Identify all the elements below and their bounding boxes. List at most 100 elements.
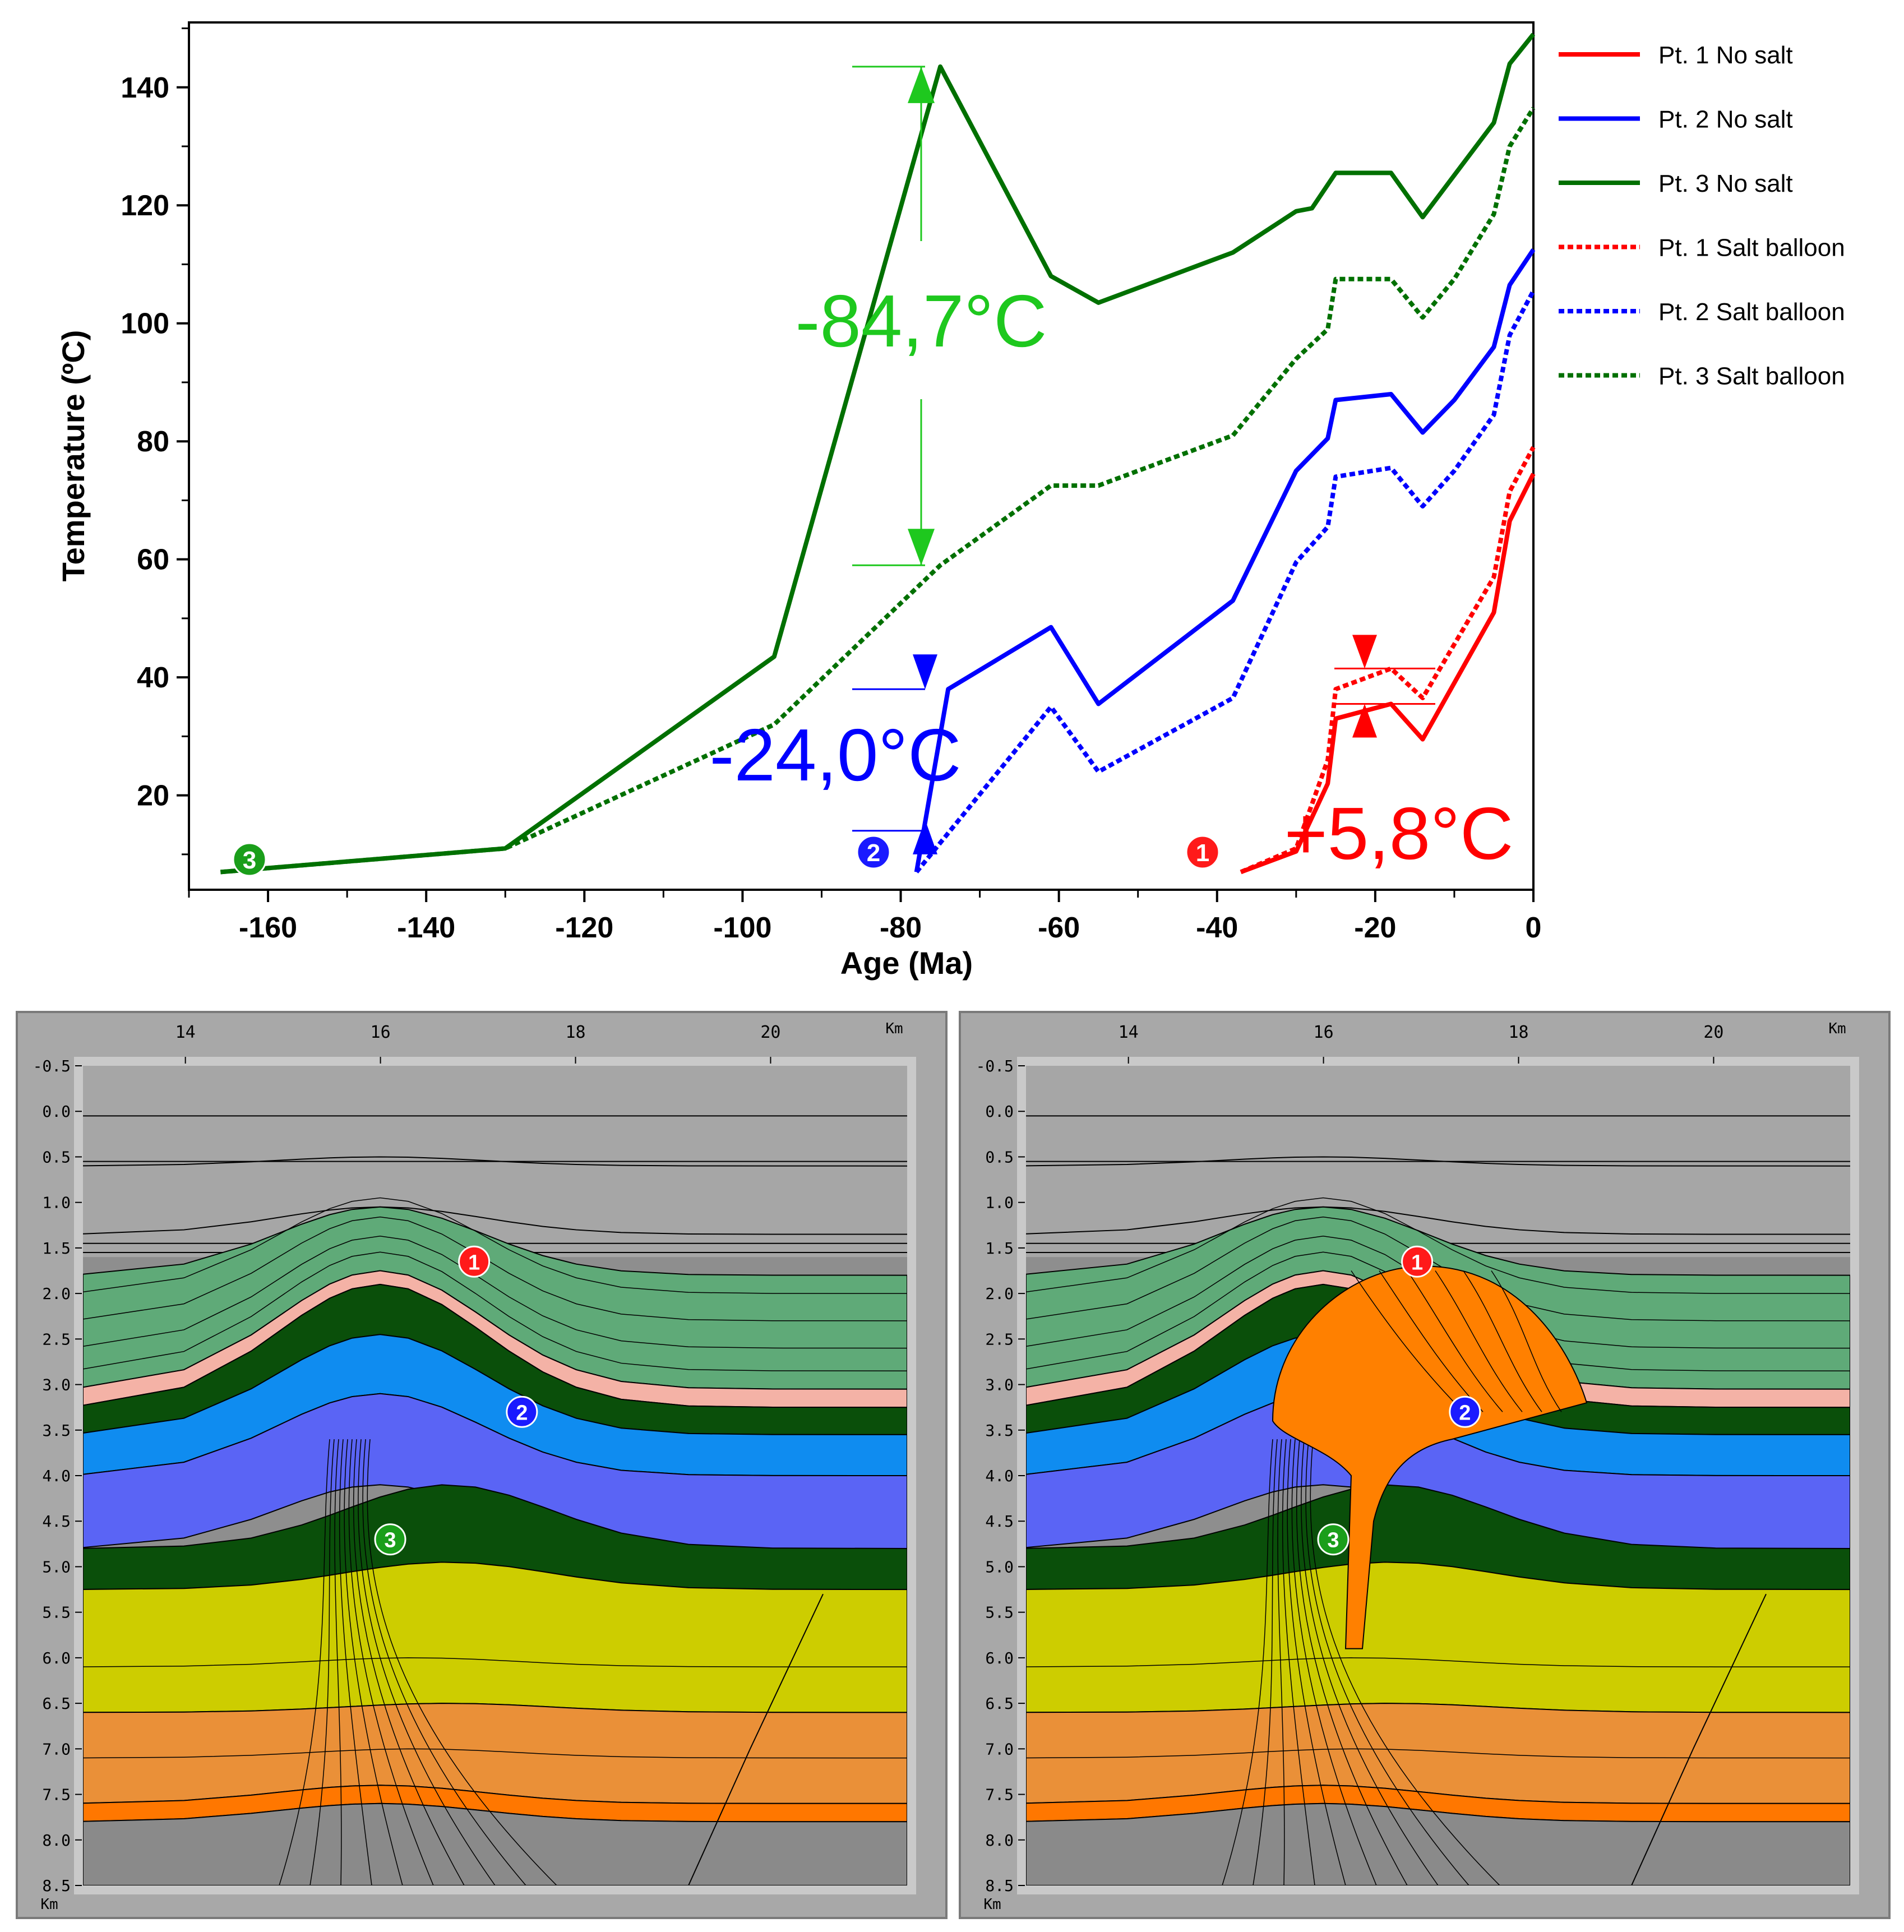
contour-line (1026, 1216, 1850, 1321)
x-tick-label: -120 (555, 912, 613, 944)
y-tick-label: 2.5 (985, 1330, 1014, 1348)
y-tick-label: 4.0 (985, 1467, 1014, 1485)
y-tick-label: 6.5 (42, 1694, 71, 1713)
fault-trace (1301, 1439, 1439, 1885)
point-marker-label: 1 (1411, 1251, 1423, 1274)
arrow-up-icon (908, 66, 935, 103)
x-tick-label: 14 (1119, 1023, 1139, 1042)
panel-border (16, 1011, 948, 1919)
y-tick-label: 80 (137, 426, 169, 458)
y-tick-label: 7.0 (42, 1740, 71, 1758)
y-tick-label: 5.0 (42, 1557, 71, 1576)
fault-trace (1277, 1439, 1285, 1885)
point-marker-label: 2 (1459, 1401, 1471, 1425)
fault-trace (1631, 1593, 1767, 1885)
layer-basement (83, 1802, 907, 1885)
arrow-up-icon (1352, 704, 1377, 738)
y-tick-label: 40 (137, 662, 169, 694)
fault-trace (367, 1439, 557, 1885)
y-tick-label: -0.5 (976, 1057, 1014, 1075)
y-tick-label: 5.5 (42, 1603, 71, 1622)
arrow-down-icon (908, 529, 935, 566)
x-tick-label: -80 (880, 912, 922, 944)
layer-orange-light (1026, 1703, 1850, 1804)
point-marker-2: 2 (506, 1395, 538, 1428)
x-tick-label: 16 (371, 1023, 391, 1042)
contour-line (1026, 1657, 1850, 1667)
y-tick-label: 5.0 (985, 1557, 1014, 1576)
panel-border (959, 1011, 1891, 1919)
fault-trace (1222, 1439, 1273, 1885)
cross-section-salt-balloon: 14 16 18 20 Km -0.5 0.0 0.5 1.0 1.5 2.0 2.5 3.0 3.5 4.… (959, 1011, 1891, 1919)
series-line-2 (914, 248, 1536, 873)
fault-trace (1305, 1439, 1469, 1885)
point-marker-label: 1 (1196, 839, 1209, 867)
annotation-pt3-diff: -84,7°C (796, 280, 1047, 362)
legend-label: Pt. 2 Salt balloon (1658, 298, 1845, 326)
y-tick-label: 5.5 (985, 1603, 1014, 1622)
y-tick-label: 0.5 (42, 1148, 71, 1166)
contour-line (83, 1251, 907, 1371)
y-tick-label: 0.5 (985, 1148, 1014, 1166)
point-marker-circle (506, 1395, 538, 1428)
x-unit-label: Km (885, 1020, 903, 1037)
y-tick-label: 100 (121, 308, 169, 340)
fault-trace (344, 1439, 403, 1885)
section-group: 14 16 18 20 Km -0.5 0.0 0.5 1.0 1.5 2.0 2.5 3.0 3.5 4.… (959, 1011, 1891, 1919)
contour-line (83, 1748, 907, 1759)
series-line-4 (1240, 446, 1536, 875)
fault-trace (1282, 1439, 1315, 1885)
legend-label: Pt. 3 Salt balloon (1658, 363, 1845, 390)
y-tick-label: 2.0 (42, 1284, 71, 1303)
fault-trace (1287, 1439, 1346, 1885)
plot-frame (188, 21, 1535, 891)
salt-contour (1463, 1270, 1542, 1412)
point-marker-circle (1185, 835, 1220, 870)
x-tick-label: -60 (1038, 912, 1080, 944)
y-tick-label: 3.5 (985, 1421, 1014, 1440)
y-tick-label: 3.0 (42, 1376, 71, 1394)
x-tick-label: -40 (1196, 912, 1238, 944)
contour-line (1026, 1197, 1850, 1294)
layer-orange-light (83, 1703, 907, 1804)
arrow-up-icon (913, 819, 937, 854)
point-marker-2: 2 (1449, 1395, 1481, 1428)
fault-trace (688, 1593, 824, 1885)
contour-line (83, 1657, 907, 1667)
arrow-down-icon (913, 654, 937, 690)
layer-basement (1026, 1802, 1850, 1885)
y-tick-label: 3.5 (42, 1421, 71, 1440)
legend-label: Pt. 2 No salt (1658, 106, 1793, 133)
stratigraphy (83, 1066, 907, 1885)
fault-trace (1253, 1439, 1278, 1885)
temperature-chart: -160 -140 -120 -100 -80 -60 -40 -20 0 20 40 60 80 100… (56, 21, 1845, 981)
fault-trace (358, 1439, 496, 1885)
section-group: 14 16 18 20 Km -0.5 0.0 0.5 1.0 1.5 2.0 2.5 3.0 3.5 4.… (16, 1011, 948, 1919)
y-tick-label: 140 (121, 72, 169, 104)
point-marker-label: 1 (468, 1251, 480, 1274)
legend-label: Pt. 3 No salt (1658, 170, 1793, 197)
y-tick-label: 8.5 (42, 1876, 71, 1895)
x-tick-label: 20 (760, 1023, 780, 1042)
arrow-down-icon (1352, 635, 1377, 669)
series-line-3 (220, 33, 1536, 875)
water-contour (1026, 1156, 1850, 1167)
y-tick-label: 0.0 (42, 1102, 71, 1121)
x-tick-label: -140 (397, 912, 455, 944)
salt-contour (1407, 1270, 1503, 1412)
contour-line (1026, 1236, 1850, 1349)
legend-label: Pt. 1 Salt balloon (1658, 234, 1845, 262)
point-marker-circle (232, 842, 267, 877)
x-tick-label: 14 (175, 1023, 196, 1042)
salt-body (1272, 1265, 1588, 1649)
salt-contour (1379, 1270, 1484, 1412)
x-tick-label: 20 (1703, 1023, 1723, 1042)
y-tick-label: 4.5 (42, 1512, 71, 1531)
series-line-6 (220, 107, 1536, 875)
x-tick-label: 0 (1526, 912, 1542, 944)
y-tick-label: 1.0 (42, 1194, 71, 1212)
x-tick-label: -100 (713, 912, 771, 944)
legend-label: Pt. 1 No salt (1658, 41, 1793, 69)
cross-section-no-salt: 14 16 18 20 Km -0.5 0.0 0.5 1.0 1.5 2.0 2.5 3.0 3.5 4.… (16, 1011, 948, 1919)
